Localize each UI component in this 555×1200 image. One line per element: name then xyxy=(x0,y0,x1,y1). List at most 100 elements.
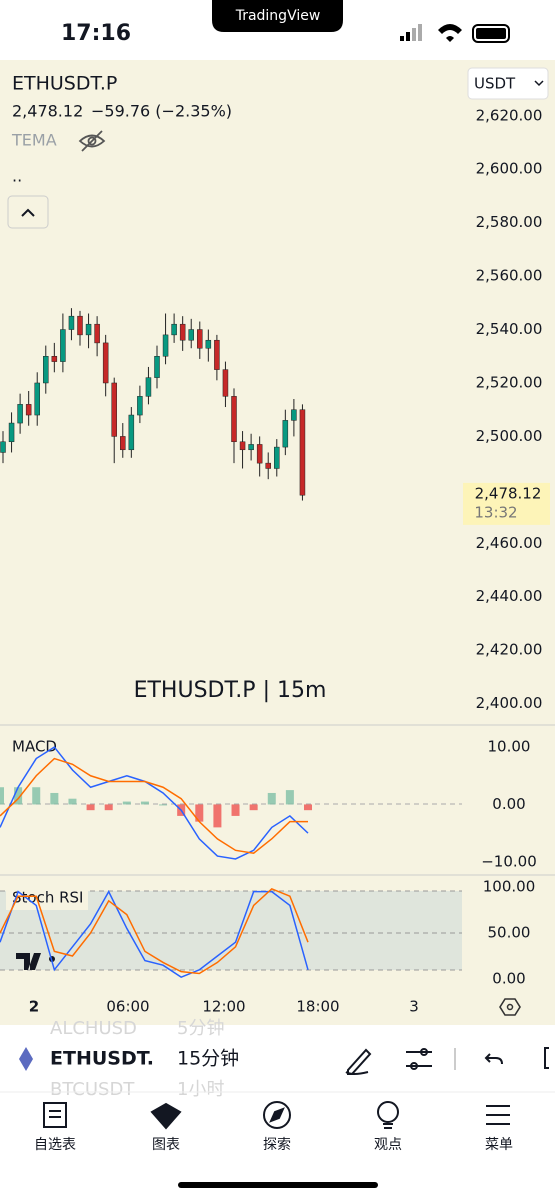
y-tick-label: 50.00 xyxy=(488,924,531,942)
y-tick-label: 2,540.00 xyxy=(476,320,543,338)
last-price-label: 2,478.12 xyxy=(475,484,542,502)
candle-body xyxy=(265,462,271,469)
y-tick-label: 2,420.00 xyxy=(476,641,543,659)
candle-body xyxy=(299,409,306,496)
candle-body xyxy=(128,414,135,451)
currency-button[interactable] xyxy=(467,67,549,100)
candle-body xyxy=(214,339,220,370)
candle-body xyxy=(205,339,212,349)
price: 2,478.12 xyxy=(12,102,83,121)
candle-body xyxy=(85,323,92,336)
ghost-text: 1小时 xyxy=(177,1079,224,1100)
histogram-bar xyxy=(14,787,23,805)
histogram-bar xyxy=(213,804,222,828)
eth-icon xyxy=(19,1047,33,1071)
y-tick-label: 2,580.00 xyxy=(476,213,543,231)
histogram-bar xyxy=(195,804,204,822)
toolbar-symbol[interactable]: ETHUSDT. xyxy=(50,1048,154,1070)
symbol: ETHUSDT.P xyxy=(12,73,117,95)
tab-icons xyxy=(43,1101,510,1130)
change: −59.76 (−2.35%) xyxy=(91,102,232,121)
toolbar-interval[interactable]: 15分钟 xyxy=(177,1048,239,1070)
candle-body xyxy=(222,369,229,397)
pane-title-box xyxy=(6,886,88,910)
settings-icon[interactable] xyxy=(499,998,521,1016)
hide-icon[interactable] xyxy=(78,130,106,152)
candle-body xyxy=(248,444,254,451)
x-tick-label: 3 xyxy=(409,998,419,1016)
currency-label: USDT xyxy=(474,75,516,93)
candle-body xyxy=(102,342,109,384)
histogram-bar xyxy=(159,804,168,806)
histogram-bar xyxy=(267,792,276,805)
x-tick-label: 12:00 xyxy=(202,998,245,1016)
histogram-bar xyxy=(86,804,95,811)
candle-body xyxy=(77,315,83,336)
histogram-bar xyxy=(0,787,4,805)
candle-body xyxy=(111,382,117,437)
histogram-bar xyxy=(304,804,312,811)
candle-body xyxy=(231,396,237,443)
tab-label[interactable]: 图表 xyxy=(152,1137,180,1153)
tab-label[interactable]: 菜单 xyxy=(485,1137,513,1153)
pane-title: MACD xyxy=(12,738,57,756)
candle-body xyxy=(154,356,160,378)
pane-title: Stoch RSI xyxy=(12,889,83,907)
histogram-bar xyxy=(140,801,149,805)
y-tick-label: 2,620.00 xyxy=(476,106,543,124)
y-tick-label: 2,400.00 xyxy=(476,694,543,712)
tv-logo xyxy=(16,953,41,970)
y-tick-label: 2,500.00 xyxy=(476,427,543,445)
status-icons xyxy=(400,24,510,43)
candle-body xyxy=(68,315,75,330)
y-tick-label: 10.00 xyxy=(488,738,531,756)
histogram-bar xyxy=(122,801,131,805)
tab-label[interactable]: 探索 xyxy=(263,1136,291,1153)
chart-background xyxy=(0,60,555,1025)
ghost-text: 5分钟 xyxy=(177,1018,224,1039)
y-tick-label: 0.00 xyxy=(492,795,525,813)
candle-body xyxy=(8,422,15,443)
y-tick-label: 2,520.00 xyxy=(476,373,543,391)
candle-body xyxy=(25,404,32,416)
candle-body xyxy=(291,409,297,421)
app-pill xyxy=(212,0,343,32)
more-dots: .. xyxy=(12,167,22,186)
y-tick-label: 0.00 xyxy=(492,969,525,987)
histogram-bar xyxy=(68,798,77,805)
candle-body xyxy=(197,329,203,349)
last-price-box xyxy=(463,482,550,525)
dropdown-icon xyxy=(534,80,544,87)
candle-body xyxy=(179,323,186,341)
countdown: 13:32 xyxy=(474,503,517,521)
y-tick-label: 2,560.00 xyxy=(476,267,543,285)
candle-body xyxy=(34,382,40,416)
candle-body xyxy=(51,356,58,362)
indicator-name: TEMA xyxy=(11,131,57,150)
histogram-bar xyxy=(32,787,41,805)
candle-body xyxy=(256,444,263,464)
toolbar-icons[interactable] xyxy=(345,1047,549,1075)
tab-label[interactable]: 自选表 xyxy=(34,1137,76,1153)
candle-body xyxy=(120,436,126,451)
home-indicator xyxy=(178,1182,378,1188)
indicator-line xyxy=(0,887,309,975)
collapse-icon xyxy=(21,208,35,217)
indicator-line xyxy=(0,746,309,860)
histogram-bar xyxy=(285,790,294,805)
candle-body xyxy=(188,329,194,341)
collapse-button[interactable] xyxy=(7,195,49,229)
candle-body xyxy=(274,446,280,469)
tab-label[interactable]: 观点 xyxy=(374,1137,402,1153)
histogram-bar xyxy=(231,804,240,816)
indicator-line xyxy=(0,757,308,854)
candle-body xyxy=(282,420,289,448)
candle-body xyxy=(60,329,66,362)
candle-body xyxy=(239,441,246,451)
candle-body xyxy=(137,396,143,416)
histogram-bar xyxy=(249,804,258,811)
candle-body xyxy=(17,404,23,424)
watermark: ETHUSDT.P | 15m xyxy=(134,678,327,703)
candle-body xyxy=(43,356,49,384)
